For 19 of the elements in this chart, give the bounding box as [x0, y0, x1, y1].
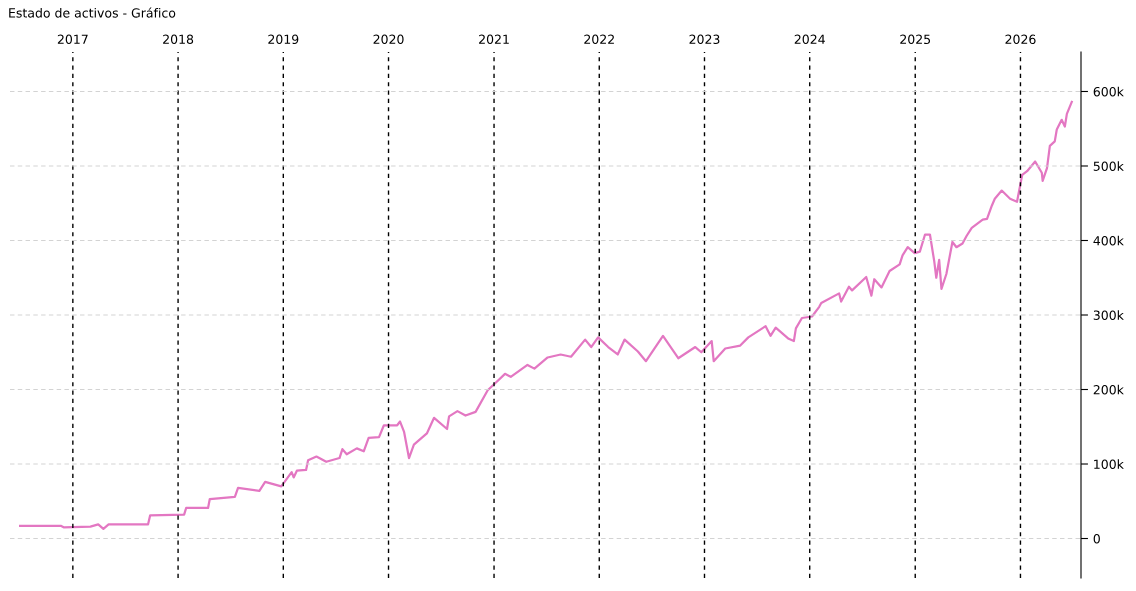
x-tick-label: 2026: [1005, 34, 1036, 45]
chart-title: Estado de activos - Gráfico: [9, 7, 176, 18]
line-series: [18, 100, 1073, 530]
x-tick-label: 2021: [479, 34, 509, 45]
x-tick-label: 2019: [268, 34, 299, 45]
x-tick-label: 2020: [373, 34, 404, 45]
y-tick-label: 0: [1093, 533, 1100, 544]
x-tick-label: 2024: [794, 34, 825, 45]
x-tick-label: 2023: [689, 34, 720, 45]
y-tick-label: 200k: [1093, 384, 1124, 395]
y-tick-label: 500k: [1093, 161, 1124, 171]
y-tick-label: 600k: [1093, 86, 1124, 97]
y-tick-label: 400k: [1093, 235, 1124, 246]
x-tick-label: 2025: [900, 34, 931, 45]
x-tick-label: 2018: [163, 34, 194, 45]
y-tick-label: 300k: [1093, 310, 1124, 320]
x-tick-label: 2022: [584, 34, 614, 45]
x-tick-label: 2017: [57, 34, 88, 45]
y-tick-label: 100k: [1094, 459, 1124, 469]
